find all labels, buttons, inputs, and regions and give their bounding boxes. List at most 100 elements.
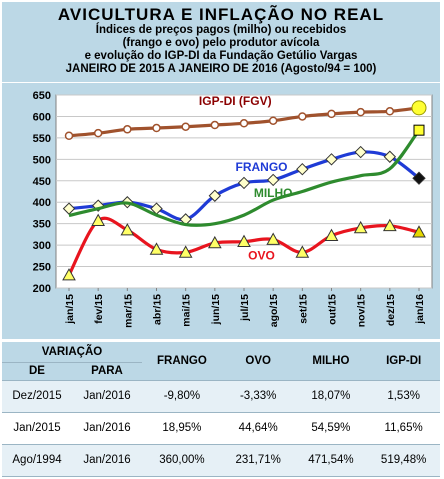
igp-point bbox=[123, 125, 132, 134]
chart-subtitle-4: JANEIRO DE 2015 A JANEIRO DE 2016 (Agost… bbox=[65, 63, 377, 75]
cell-ovo: -3,33% bbox=[221, 380, 295, 413]
frango-point bbox=[208, 189, 222, 202]
cell-ovo: 231,71% bbox=[221, 444, 295, 477]
igp-point bbox=[181, 122, 190, 131]
milho-series-line bbox=[68, 129, 421, 227]
frango-point bbox=[237, 176, 251, 190]
chart-subtitle-2: (frango e ovo) pelo produtor avícola bbox=[122, 37, 320, 49]
line-chart: 200 250 300 350 400 450 500 550 600 650 jan/15 fev/… bbox=[33, 90, 433, 328]
igp-point bbox=[210, 120, 220, 130]
milho-end-marker bbox=[413, 124, 425, 136]
ovo-point bbox=[324, 228, 339, 241]
row-to: Jan/2016 bbox=[72, 444, 142, 477]
x-tick-label: jan/15 bbox=[64, 294, 76, 325]
x-tick-label: abr/15 bbox=[152, 294, 164, 325]
line-chart-area: 200 250 300 350 400 450 500 550 600 650 jan/15 fev/… bbox=[2, 83, 440, 339]
frango-point bbox=[383, 150, 397, 163]
x-tick-label: nov/15 bbox=[356, 294, 368, 327]
row-from: Dez/2015 bbox=[2, 380, 72, 413]
ovo-point bbox=[120, 223, 135, 236]
cell-frango: -9,80% bbox=[142, 380, 222, 413]
igp-point bbox=[385, 107, 395, 116]
cell-igp: 1,53% bbox=[367, 380, 440, 413]
col-header-para: PARA bbox=[72, 362, 142, 381]
ovo-point bbox=[382, 218, 397, 232]
x-tick-label: mai/15 bbox=[181, 294, 193, 327]
y-tick-label: 550 bbox=[33, 133, 51, 145]
col-header-milho: MILHO bbox=[294, 342, 368, 381]
x-tick-label: jun/15 bbox=[210, 294, 222, 326]
igp-point bbox=[93, 128, 103, 138]
ovo-point bbox=[266, 232, 281, 245]
series-label: OVO bbox=[248, 249, 275, 263]
x-tick-label: set/15 bbox=[297, 294, 309, 324]
ovo-point bbox=[62, 268, 76, 281]
series-label: IGP-DI (FGV) bbox=[199, 94, 272, 108]
table-row: Dez/2015 Jan/2016 -9,80% -3,33% 18,07% 1… bbox=[2, 380, 440, 413]
cell-igp: 519,48% bbox=[367, 444, 440, 477]
x-tick-label: jul/15 bbox=[239, 294, 251, 322]
y-tick-label: 400 bbox=[33, 197, 51, 209]
frango-point bbox=[266, 173, 280, 187]
ovo-point bbox=[412, 225, 426, 238]
col-header-igp: IGP-DI bbox=[367, 342, 440, 381]
ovo-point bbox=[91, 213, 106, 226]
variation-table: VARIAÇÃO FRANGO OVO MILHO IGP-DI DE PARA… bbox=[2, 342, 440, 477]
row-to: Jan/2016 bbox=[72, 412, 142, 445]
row-to: Jan/2016 bbox=[72, 380, 142, 413]
cell-milho: 471,54% bbox=[294, 444, 368, 477]
x-tick-label: dez/15 bbox=[385, 294, 397, 326]
y-tick-label: 450 bbox=[33, 176, 51, 188]
row-from: Jan/2015 bbox=[2, 412, 72, 445]
table-header-row-1: VARIAÇÃO FRANGO OVO MILHO IGP-DI bbox=[2, 342, 440, 381]
cell-ovo: 44,64% bbox=[221, 412, 295, 445]
igp-point bbox=[268, 116, 278, 125]
cell-frango: 360,00% bbox=[142, 444, 222, 477]
y-tick-label: 300 bbox=[33, 240, 51, 252]
igp-point bbox=[327, 109, 336, 119]
col-header-de: DE bbox=[2, 362, 72, 381]
variation-header: VARIAÇÃO bbox=[2, 342, 142, 363]
cell-milho: 18,07% bbox=[294, 380, 368, 413]
col-header-ovo: OVO bbox=[221, 342, 295, 381]
ovo-point bbox=[237, 234, 251, 247]
ovo-point bbox=[207, 235, 222, 249]
igp-point bbox=[239, 119, 249, 128]
variation-table-container: VARIAÇÃO FRANGO OVO MILHO IGP-DI DE PARA… bbox=[2, 342, 440, 477]
x-tick-label: ago/15 bbox=[268, 294, 280, 327]
ovo-point bbox=[295, 245, 310, 258]
table-row: Ago/1994 Jan/2016 360,00% 231,71% 471,54… bbox=[2, 444, 440, 477]
x-tick-label: jan/16 bbox=[414, 294, 426, 325]
y-tick-label: 250 bbox=[33, 262, 51, 274]
ovo-point bbox=[353, 220, 368, 234]
table-header-row-2: DE PARA bbox=[2, 362, 440, 381]
x-tick-label: fev/15 bbox=[93, 294, 105, 324]
table-row: Jan/2015 Jan/2016 18,95% 44,64% 54,59% 1… bbox=[2, 412, 440, 445]
x-tick-label: mar/15 bbox=[122, 294, 134, 328]
frango-point bbox=[412, 171, 426, 185]
cell-igp: 11,65% bbox=[367, 412, 440, 445]
series-label: FRANGO bbox=[236, 160, 288, 174]
igp-point bbox=[64, 131, 74, 140]
y-tick-label: 500 bbox=[33, 154, 51, 166]
x-tick-label: out/15 bbox=[327, 294, 339, 325]
frango-point bbox=[296, 162, 309, 176]
chart-title: AVICULTURA E INFLAÇÃO NO REAL bbox=[57, 5, 385, 24]
col-header-frango: FRANGO bbox=[142, 342, 222, 381]
y-tick-label: 200 bbox=[33, 283, 51, 295]
igp-point bbox=[298, 112, 307, 121]
y-tick-label: 650 bbox=[33, 90, 51, 102]
y-tick-label: 600 bbox=[33, 111, 51, 123]
cell-frango: 18,95% bbox=[142, 412, 222, 445]
igp-point bbox=[152, 123, 161, 133]
cell-milho: 54,59% bbox=[294, 412, 368, 445]
series-label: MILHO bbox=[254, 186, 293, 200]
row-from: Ago/1994 bbox=[2, 444, 72, 477]
chart-header: AVICULTURA E INFLAÇÃO NO REAL Índices de… bbox=[2, 2, 440, 82]
chart-subtitle-3: e evolução do IGP-DI da Fundação Getúlio… bbox=[84, 50, 358, 62]
ovo-point bbox=[149, 242, 164, 255]
ovo-point bbox=[178, 245, 193, 258]
chart-subtitle-1: Índices de preços pagos (milho) ou receb… bbox=[95, 24, 347, 36]
frango-point bbox=[354, 145, 367, 159]
